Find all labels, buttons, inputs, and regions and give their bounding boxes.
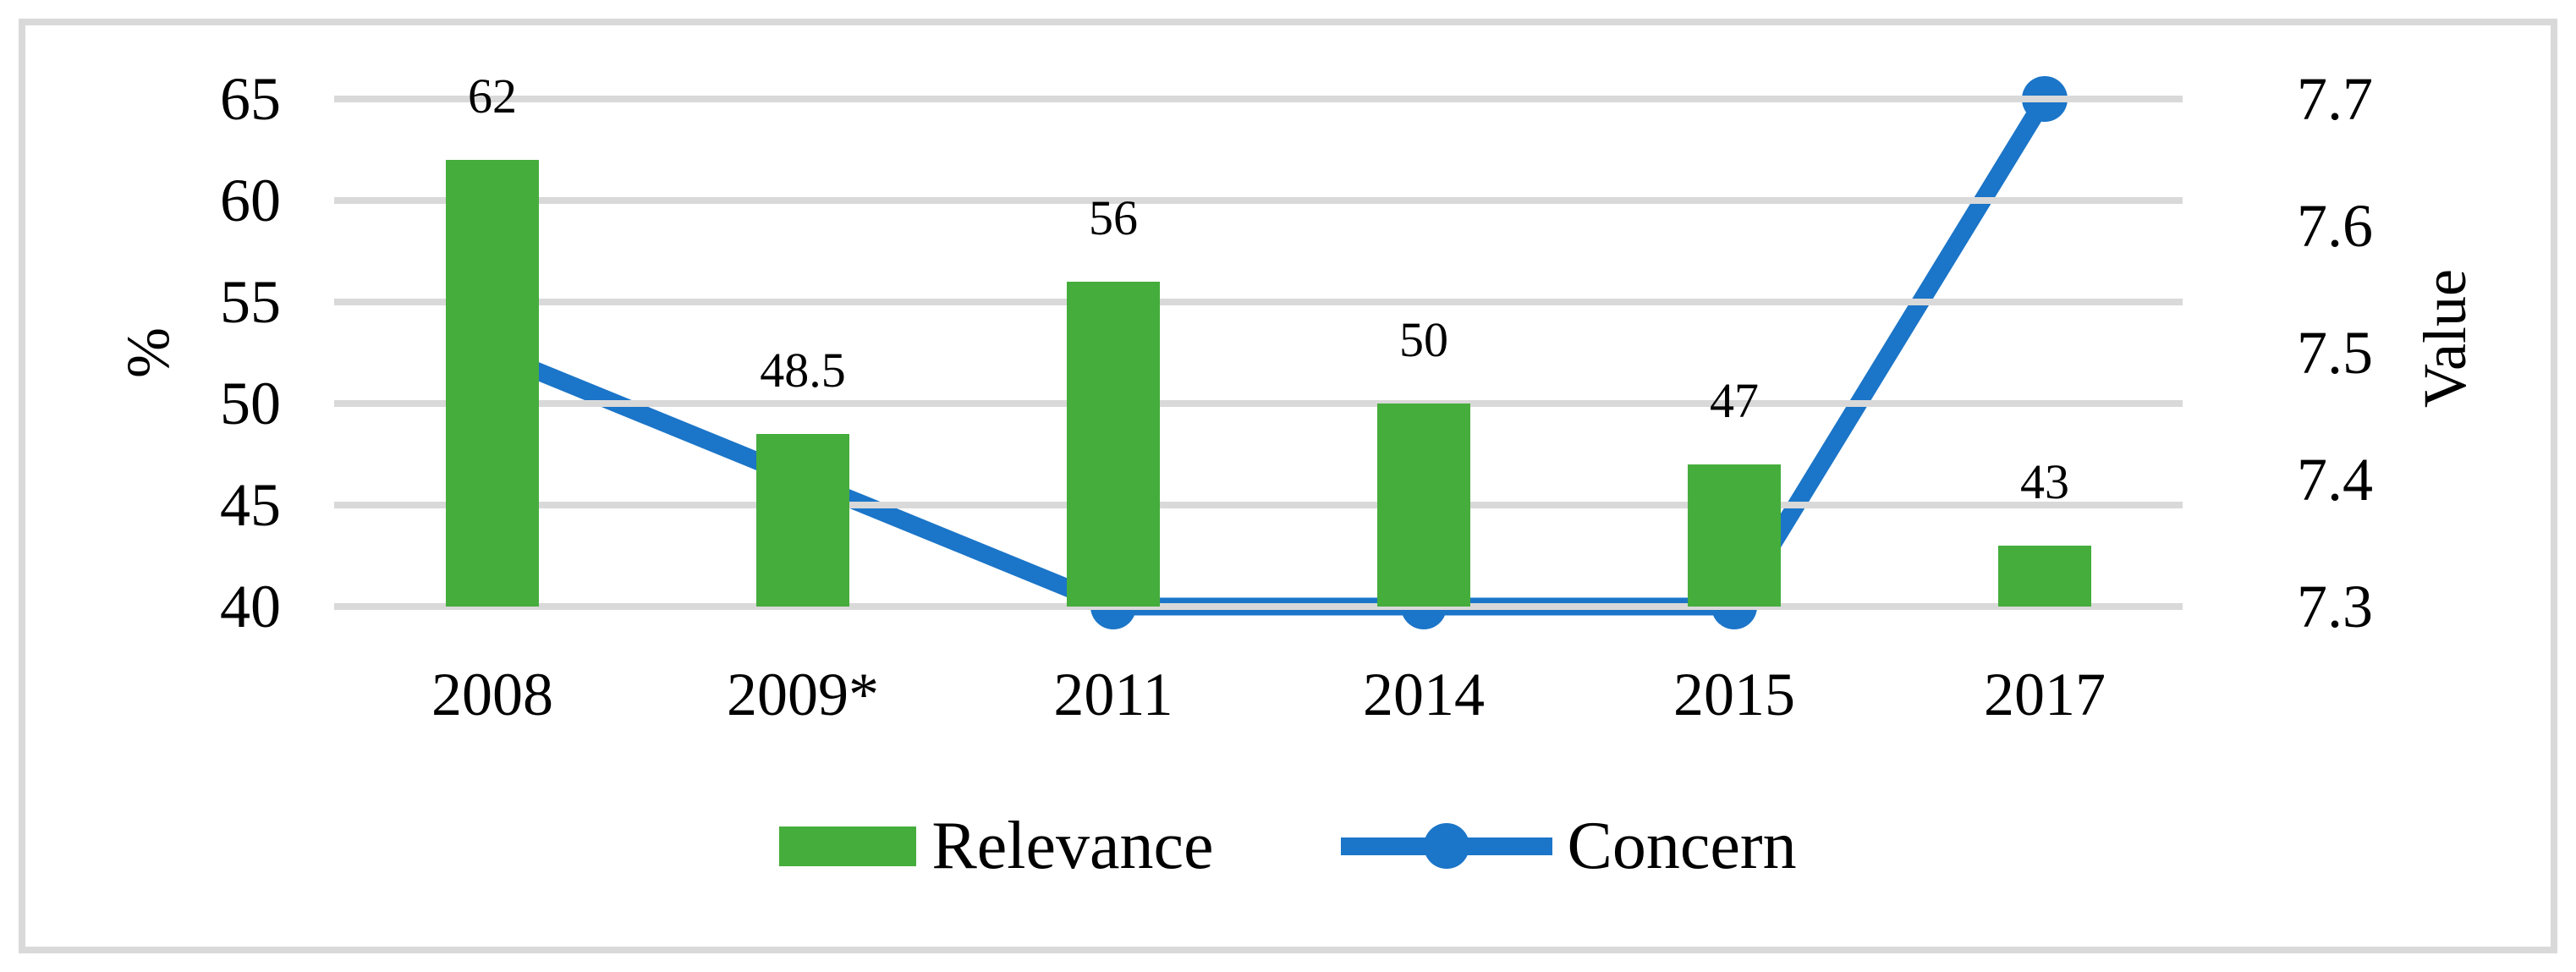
- concern-line-svg: [470, 76, 2068, 629]
- category-label: 2015: [1673, 661, 1795, 728]
- legend-label-concern: Concern: [1567, 809, 1797, 883]
- plot-area: 62 48.5 56 50 47 43: [334, 72, 2183, 629]
- bar-data-label: 48.5: [760, 343, 846, 398]
- figure-border: [19, 19, 2557, 953]
- bar-data-label: 62: [468, 69, 517, 124]
- right-axis-tick: 7.6: [2297, 192, 2373, 260]
- left-axis-tick: 60: [220, 167, 281, 234]
- relevance-bar: [1377, 404, 1470, 607]
- legend-label-relevance: Relevance: [931, 809, 1214, 883]
- bar-data-label: 47: [1710, 373, 1759, 428]
- left-axis-tick: 50: [220, 370, 281, 437]
- left-axis-title: %: [114, 327, 182, 378]
- right-axis-tick: 7.3: [2297, 573, 2373, 640]
- bar-data-label: 56: [1089, 190, 1138, 245]
- gridline: [334, 96, 2183, 102]
- left-axis-tick: 40: [220, 573, 281, 640]
- category-label: 2008: [431, 661, 553, 728]
- category-label: 2009*: [727, 661, 879, 728]
- relevance-bar: [1688, 464, 1781, 607]
- right-axis-tick: 7.7: [2297, 65, 2373, 133]
- gridline: [334, 400, 2183, 407]
- category-label: 2017: [1984, 661, 2106, 728]
- right-axis-tick: 7.5: [2297, 319, 2373, 387]
- legend-item-relevance: Relevance: [779, 808, 1214, 884]
- relevance-bar: [446, 160, 539, 607]
- gridline: [334, 299, 2183, 305]
- bar-data-label: 43: [2020, 454, 2069, 509]
- concern-swatch-icon: [1340, 823, 1552, 869]
- left-axis-tick: 65: [220, 65, 281, 133]
- category-label: 2011: [1053, 661, 1173, 728]
- relevance-swatch-icon: [779, 826, 917, 866]
- relevance-bar: [1998, 546, 2091, 607]
- right-axis-tick: 7.4: [2297, 446, 2373, 513]
- left-axis-tick: 45: [220, 471, 281, 539]
- relevance-bar: [756, 434, 849, 607]
- category-label: 2014: [1363, 661, 1485, 728]
- legend: Relevance Concern: [0, 808, 2576, 884]
- concern-line-marker: [1423, 823, 1469, 869]
- left-axis-tick: 55: [220, 268, 281, 336]
- legend-item-concern: Concern: [1340, 808, 1797, 884]
- gridline: [334, 603, 2183, 610]
- gridline: [334, 502, 2183, 508]
- relevance-bar: [1067, 282, 1160, 607]
- gridline: [334, 197, 2183, 204]
- bar-data-label: 50: [1399, 312, 1448, 367]
